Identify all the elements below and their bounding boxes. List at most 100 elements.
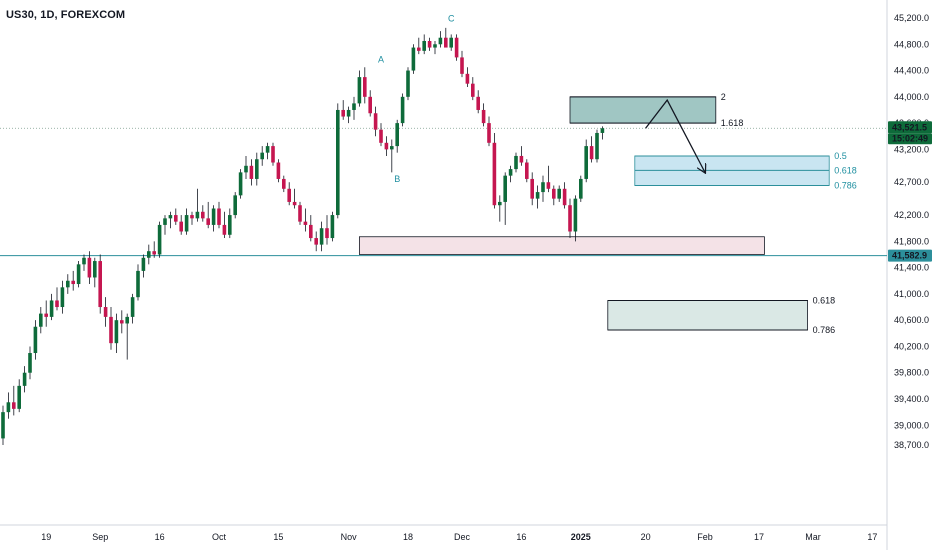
candle <box>298 201 302 225</box>
candle <box>573 195 578 242</box>
candle-body <box>325 228 329 239</box>
price-tick-label: 45,200.0 <box>894 13 929 23</box>
candle-body <box>298 205 302 222</box>
candle-body <box>292 201 297 206</box>
current-price-tag: 43,521.5 <box>888 121 932 134</box>
candle-body <box>190 215 194 219</box>
candle <box>319 221 324 252</box>
candle <box>44 300 48 327</box>
price-tick-label: 44,000.0 <box>894 92 929 102</box>
candle <box>22 366 27 393</box>
candle <box>120 310 124 334</box>
candle <box>265 142 270 160</box>
candle <box>206 201 210 229</box>
time-tick-label: Sep <box>92 532 108 542</box>
projection-path <box>645 98 705 172</box>
candle <box>433 40 437 55</box>
candle-body <box>503 175 507 202</box>
price-tick-label: 41,000.0 <box>894 289 929 299</box>
candle-body <box>492 142 497 206</box>
candle-body <box>427 40 432 48</box>
candle-body <box>6 402 11 413</box>
candle-body <box>395 123 399 147</box>
time-tick-label: Dec <box>454 532 471 542</box>
candle <box>503 172 507 225</box>
time-tick-label: Nov <box>341 532 358 542</box>
candle-body <box>60 287 65 308</box>
countdown-tag-bg <box>888 133 932 145</box>
candle <box>546 165 551 193</box>
candle <box>17 379 21 413</box>
price-tick-label: 42,700.0 <box>894 177 929 187</box>
candle-body <box>589 146 594 160</box>
candle-body <box>584 146 588 179</box>
candle-body <box>282 178 286 189</box>
candle <box>228 208 232 239</box>
candle <box>481 103 486 127</box>
candle-body <box>595 132 599 160</box>
candle-body <box>87 257 92 278</box>
candle <box>492 132 497 209</box>
candle <box>66 274 70 294</box>
candle <box>363 67 367 104</box>
wave-label-a: A <box>378 55 384 65</box>
candle <box>179 215 183 235</box>
candle-body <box>471 83 475 97</box>
candle <box>238 169 243 199</box>
candle <box>460 50 464 78</box>
price-tick-label: 41,800.0 <box>894 236 929 246</box>
candle <box>211 205 216 232</box>
candle <box>103 297 108 327</box>
time-tick-label: 15 <box>273 532 283 542</box>
candle-body <box>238 172 243 196</box>
candle <box>417 37 421 55</box>
candle <box>276 159 281 183</box>
candle-body <box>195 211 200 219</box>
candle-body <box>508 169 513 176</box>
price-tick-label: 39,800.0 <box>894 368 929 378</box>
candle-body <box>109 316 113 344</box>
candle-body <box>535 192 540 199</box>
time-tick-label: Oct <box>212 532 227 542</box>
level-price-tag-bg <box>888 249 932 262</box>
candle <box>552 185 556 206</box>
candle <box>595 129 599 163</box>
current-price-tag-bg <box>888 121 932 134</box>
candle-body <box>184 215 189 232</box>
candle-body <box>309 224 313 239</box>
candle <box>309 215 313 242</box>
candle-body <box>1 412 5 439</box>
candle-body <box>314 238 318 245</box>
fib-level-label: 2 <box>721 92 726 102</box>
candle <box>136 264 140 301</box>
time-tick-label: 16 <box>155 532 165 542</box>
candle <box>271 142 275 166</box>
candle <box>530 172 534 206</box>
candle <box>444 27 448 48</box>
candle <box>163 215 167 235</box>
candle <box>174 208 178 225</box>
candle <box>152 241 156 258</box>
price-tick-label: 40,600.0 <box>894 315 929 325</box>
candle <box>465 67 470 87</box>
candle <box>498 195 502 222</box>
candle-body <box>71 280 75 285</box>
candle <box>303 208 308 232</box>
candle-body <box>341 109 345 117</box>
time-tick-label: 20 <box>641 532 651 542</box>
candle <box>287 182 291 206</box>
candle <box>222 211 227 239</box>
candle <box>195 188 200 222</box>
price-tick-label: 42,200.0 <box>894 210 929 220</box>
candle <box>330 211 335 242</box>
candle <box>525 159 529 183</box>
level-price-tag: 41,582.9 <box>888 249 932 262</box>
time-tick-label: 17 <box>867 532 877 542</box>
fib-level-label: 0.786 <box>813 325 836 335</box>
candle-body <box>17 385 21 409</box>
candle-body <box>93 261 97 278</box>
price-tick-label: 38,700.0 <box>894 440 929 450</box>
candle-body <box>368 96 372 114</box>
